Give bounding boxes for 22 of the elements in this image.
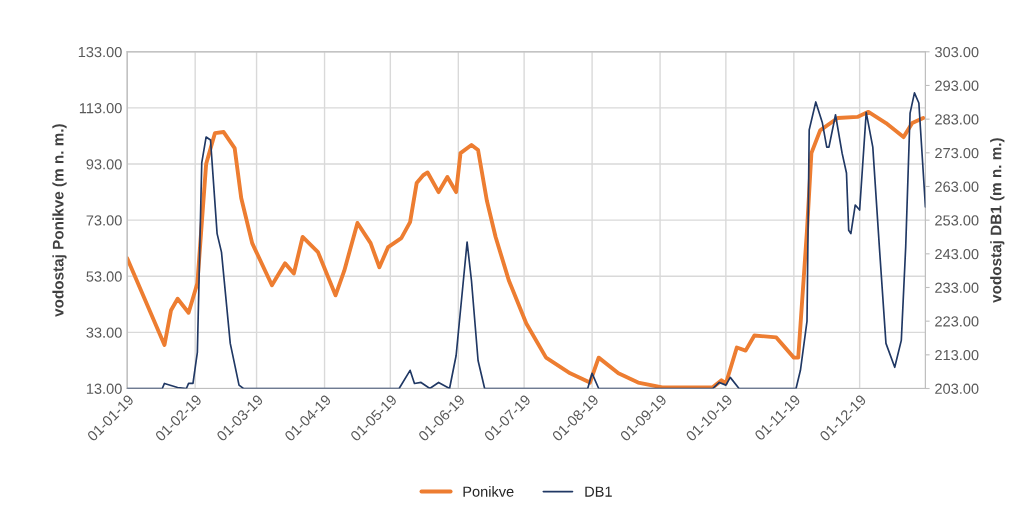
y2-tick-label: 263.00 <box>935 181 979 192</box>
y-tick-label: 33.00 <box>86 327 122 338</box>
y2-tick-label: 203.00 <box>935 383 979 394</box>
y2-tick-label: 283.00 <box>935 114 979 125</box>
y-tick-label: 53.00 <box>86 271 122 282</box>
legend-label: Ponikve <box>463 486 514 497</box>
y2-tick-label: 233.00 <box>935 282 979 293</box>
y2-tick-label: 253.00 <box>935 215 979 226</box>
y2-tick-label: 223.00 <box>935 316 979 327</box>
y-tick-label: 93.00 <box>86 159 122 170</box>
y-tick-label: 73.00 <box>86 215 122 226</box>
y2-axis-title: vodostaj DB1 (m n. m.) <box>990 138 1005 303</box>
y2-tick-label: 243.00 <box>935 248 979 260</box>
y-tick-label: 13.00 <box>86 383 122 394</box>
y-axis-title: vodostaj Ponikve (m n. m.) <box>52 124 67 317</box>
y2-tick-label: 293.00 <box>935 80 979 91</box>
y2-tick-label: 273.00 <box>935 147 979 159</box>
legend-label: DB1 <box>585 486 612 497</box>
y2-tick-label: 303.00 <box>935 46 979 58</box>
y2-tick-label: 213.00 <box>935 349 979 361</box>
y-tick-label: 133.00 <box>78 46 122 58</box>
y-tick-label: 113.00 <box>79 103 122 114</box>
